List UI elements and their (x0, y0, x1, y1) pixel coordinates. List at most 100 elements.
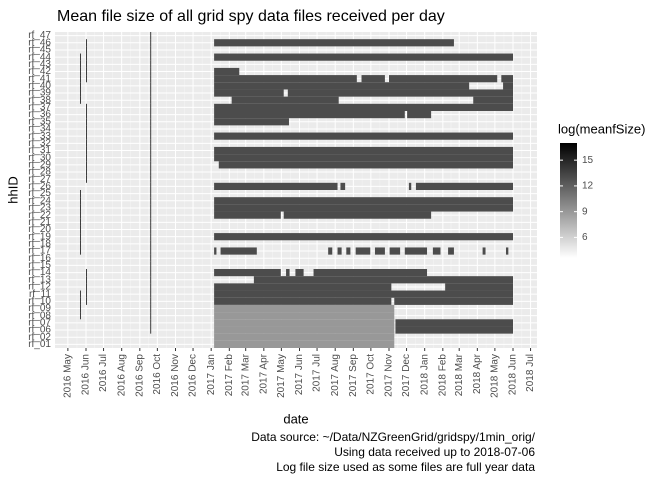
tile (80, 53, 81, 61)
tile (214, 111, 405, 119)
tile (150, 32, 152, 40)
tile (395, 319, 514, 327)
y-tick-label: rf_33 (28, 131, 51, 142)
tile (150, 225, 152, 234)
tile (150, 67, 152, 76)
tile (86, 168, 87, 176)
tile (150, 89, 152, 97)
tile (150, 233, 152, 241)
y-tick-label: rf_29 (28, 160, 51, 171)
x-tick-label: 2018 May (490, 354, 501, 398)
tile (214, 211, 281, 219)
tile (394, 297, 514, 305)
tile (374, 247, 385, 255)
tile (80, 312, 81, 320)
x-tick-label: 2018 Jul (525, 354, 536, 392)
tile (150, 211, 152, 219)
tile (150, 161, 152, 169)
tile (407, 111, 432, 119)
tile (313, 269, 428, 277)
tile (150, 269, 152, 277)
y-tick-label: rf_47 (28, 30, 51, 41)
tile (295, 269, 304, 277)
y-tick-label: rf_15 (28, 260, 51, 271)
tile (445, 283, 514, 291)
legend-label: 9 (582, 206, 588, 217)
tile (220, 247, 257, 255)
y-tick-label: rf_25 (28, 188, 51, 199)
tile (86, 290, 87, 298)
tile (214, 75, 357, 83)
tile (80, 297, 81, 305)
tile (150, 96, 152, 104)
tile (503, 82, 514, 90)
y-tick-label: rf_11 (29, 289, 51, 300)
caption: Data source: ~/Data/NZGreenGrid/gridspy/… (251, 430, 535, 444)
tile (231, 96, 339, 104)
tile (150, 204, 152, 212)
tile (283, 211, 432, 219)
tile (448, 247, 454, 255)
y-tick-label: rf_30 (28, 152, 51, 163)
tile (218, 161, 514, 169)
y-tick-label: rf_38 (28, 95, 51, 106)
tile (214, 39, 454, 47)
x-tick-label: 2018 Jun (508, 354, 519, 395)
y-tick-label: rf_36 (28, 109, 51, 120)
tile (150, 111, 152, 119)
tile (150, 175, 152, 183)
tile (214, 53, 514, 61)
tile (86, 67, 87, 76)
legend-label: 12 (582, 181, 594, 192)
y-tick-label: rf_10 (28, 296, 51, 307)
x-tick-label: 2017 Oct (366, 354, 377, 395)
y-tick-label: rf_42 (28, 66, 51, 77)
tile (86, 103, 87, 111)
tile (86, 125, 87, 133)
x-tick-label: 2017 Dec (401, 354, 412, 397)
tile (214, 290, 514, 298)
tile (214, 319, 395, 327)
y-tick-label: rf_34 (28, 124, 51, 135)
y-tick-label: rf_43 (28, 59, 51, 70)
x-tick-label: 2017 Feb (224, 354, 235, 397)
x-tick-label: 2016 Jun (81, 354, 92, 395)
tile (150, 312, 152, 320)
y-tick-label: rf_01 (28, 339, 51, 350)
tile (150, 125, 152, 133)
x-tick-label: 2016 Jul (98, 354, 109, 392)
tile (214, 82, 470, 90)
tile (150, 297, 152, 305)
tile (150, 218, 152, 226)
legend-label: 15 (582, 155, 594, 166)
tile (214, 89, 284, 97)
tile (287, 89, 514, 97)
tile (80, 290, 81, 298)
tile (80, 75, 81, 83)
x-tick-label: 2018 Jan (419, 354, 430, 395)
tile (214, 304, 395, 313)
tile (361, 75, 385, 83)
tile (346, 247, 351, 255)
tile (395, 326, 514, 334)
x-tick-label: 2017 Jan (206, 354, 217, 395)
tile (505, 247, 509, 255)
tile (150, 132, 152, 140)
tile (214, 118, 289, 126)
x-tick-label: 2017 May (276, 354, 287, 398)
tile (214, 132, 514, 140)
tile (150, 276, 152, 284)
x-tick-label: 2017 Aug (330, 354, 341, 396)
y-tick-label: rf_32 (28, 138, 51, 149)
tile (80, 204, 81, 212)
tile (86, 132, 87, 140)
tile (150, 103, 152, 111)
tile (150, 190, 152, 198)
tile (150, 240, 152, 248)
y-tick-label: rf_24 (28, 195, 51, 206)
x-tick-label: 2017 Nov (384, 354, 395, 397)
x-tick-label: 2018 Apr (472, 353, 483, 394)
tile (501, 75, 514, 83)
y-tick-label: rf_06 (28, 325, 51, 336)
tile (80, 240, 81, 248)
